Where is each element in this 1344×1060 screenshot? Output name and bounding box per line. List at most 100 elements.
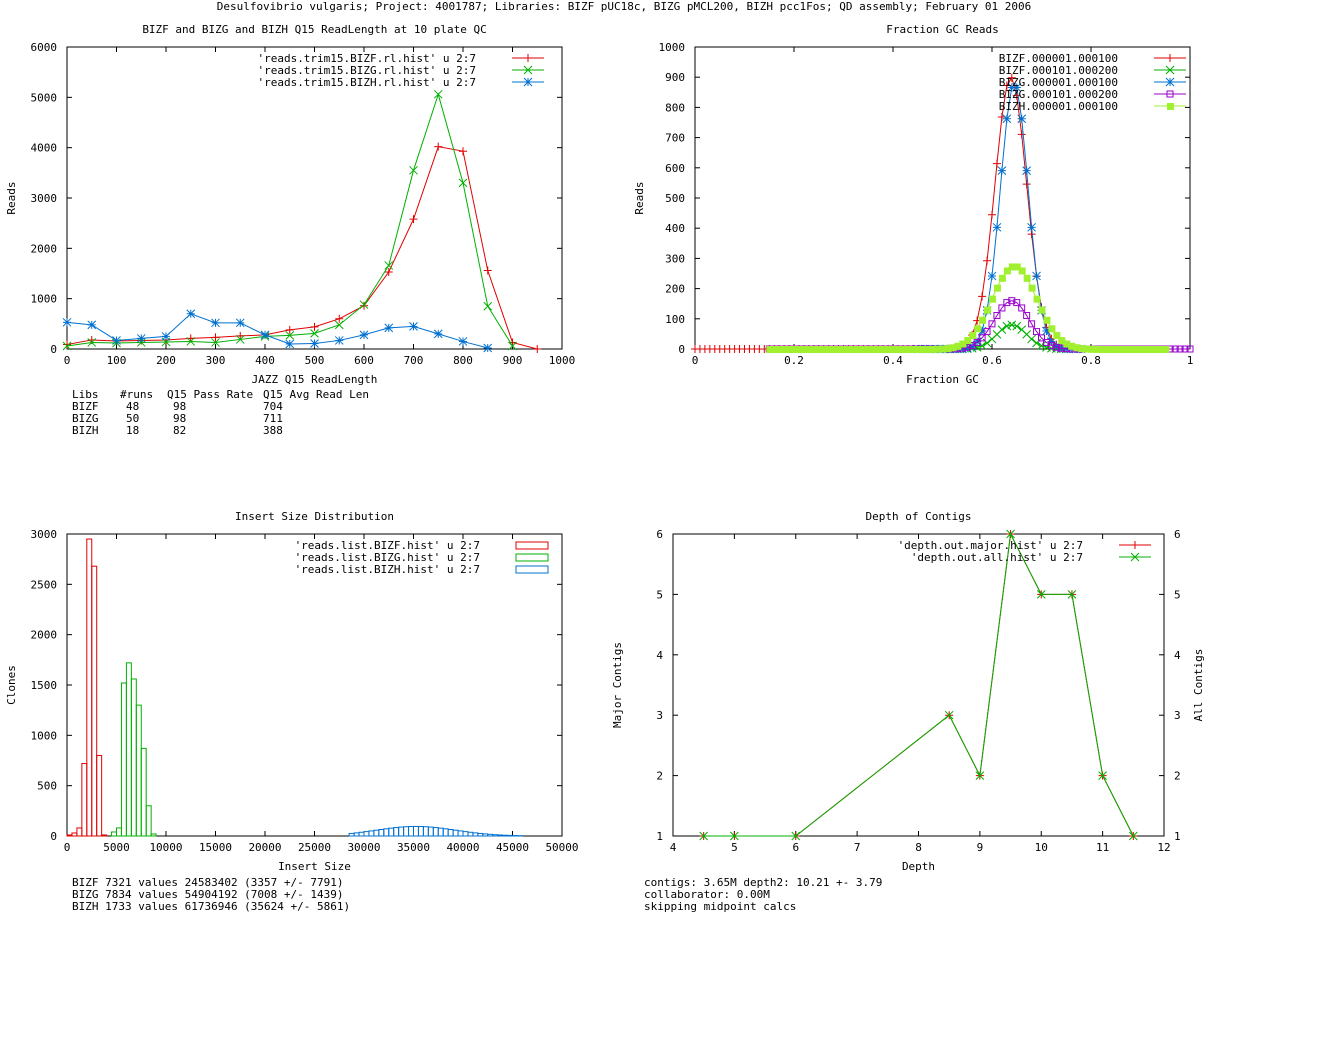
legend-label: BIZF.000101.000200 <box>999 64 1118 77</box>
data-point <box>845 346 853 353</box>
histogram-bar <box>96 754 103 837</box>
data-point <box>830 346 838 353</box>
x-tick-label: 0 <box>64 841 71 854</box>
data-point <box>1176 345 1184 353</box>
y-tick-label: 6000 <box>31 41 58 54</box>
data-point <box>459 147 467 156</box>
y-tick-label: 2500 <box>31 578 58 591</box>
y-tick-label: 1500 <box>31 679 58 692</box>
legend-marker <box>1130 552 1140 562</box>
data-point <box>1186 345 1194 353</box>
histogram-bar <box>76 827 83 837</box>
data-point <box>186 337 196 346</box>
data-point <box>112 336 121 345</box>
data-point <box>786 346 794 353</box>
data-point <box>1171 345 1179 353</box>
data-point <box>840 346 848 353</box>
y-tick-label: 3 <box>656 709 663 722</box>
data-point <box>1088 345 1095 353</box>
x-tick-label: 20000 <box>248 841 281 854</box>
histogram-bar <box>130 678 137 837</box>
data-point <box>1117 345 1125 353</box>
series-line <box>703 532 1134 837</box>
data-point <box>433 89 443 99</box>
data-point <box>972 337 982 346</box>
legend-swatch <box>515 553 549 562</box>
data-point <box>334 336 344 345</box>
x-tick-label: 0.8 <box>1081 354 1101 367</box>
stats-line: collaborator: 0.00M <box>644 888 770 901</box>
legend-swatch <box>515 565 549 574</box>
stats-header: Q15 Pass Rate <box>167 388 253 401</box>
data-point <box>458 337 468 346</box>
data-point <box>1023 312 1031 320</box>
x-tick-label: 100 <box>107 354 127 367</box>
data-point <box>1137 346 1145 353</box>
data-point <box>983 256 992 265</box>
data-point <box>815 346 823 353</box>
data-point <box>766 346 774 353</box>
data-point <box>870 346 878 353</box>
histogram-bar <box>417 826 424 837</box>
data-point <box>1067 590 1077 599</box>
x-tick-label: 50000 <box>545 841 578 854</box>
legend-label: 'reads.list.BIZH.hist' u 2:7 <box>295 563 480 576</box>
data-point <box>988 210 996 219</box>
data-point <box>1027 222 1036 232</box>
data-point <box>890 345 897 353</box>
data-point <box>934 345 942 353</box>
data-point <box>984 306 992 314</box>
series-line <box>66 313 488 349</box>
data-point <box>992 159 1001 168</box>
histogram-bar <box>492 834 499 837</box>
legend-marker <box>1165 77 1175 87</box>
legend-marker <box>1166 54 1174 62</box>
histogram-bar <box>378 828 385 837</box>
data-point <box>993 284 1001 292</box>
data-point <box>1063 340 1071 348</box>
histogram-bar <box>353 832 360 837</box>
stats-cell: 82 <box>173 424 186 437</box>
x-tick-label: 5000 <box>103 841 130 854</box>
data-point <box>359 300 369 310</box>
data-point <box>969 332 977 340</box>
x-axis-label: Fraction GC <box>906 373 979 386</box>
y-tick-label: 5 <box>656 588 663 601</box>
x-tick-label: 5 <box>731 841 738 854</box>
histogram-bar <box>150 833 157 837</box>
y-tick-label: 2 <box>656 770 663 783</box>
x-tick-label: 900 <box>503 354 523 367</box>
histogram-bar <box>393 827 400 837</box>
legend-label: 'depth.out.all.hist' u 2:7 <box>911 551 1083 564</box>
histogram-bar <box>413 825 419 837</box>
legend-marker <box>1166 90 1174 98</box>
data-point <box>359 330 369 340</box>
histogram-bar <box>457 830 464 837</box>
y2-tick-label: 1 <box>1174 830 1181 843</box>
histogram-bar <box>432 827 439 837</box>
data-point <box>433 329 443 339</box>
data-point <box>1162 346 1170 353</box>
data-point <box>998 274 1006 282</box>
y2-tick-label: 6 <box>1174 528 1181 541</box>
data-point <box>982 338 992 348</box>
data-point <box>1017 130 1026 139</box>
data-point <box>993 312 1001 320</box>
data-point <box>1012 83 1022 92</box>
histogram-bar <box>447 828 454 837</box>
data-point <box>899 345 907 353</box>
histogram-bar <box>422 826 429 837</box>
data-point <box>962 343 972 353</box>
histogram-bar <box>358 831 365 837</box>
y-tick-label: 900 <box>665 71 685 84</box>
histogram-bar <box>437 827 444 837</box>
y-tick-label: 800 <box>665 101 685 114</box>
x-tick-label: 35000 <box>397 841 430 854</box>
readlength-chart: 0 100 200 300 400 500 600 700 800 900 1000 0 1000 200… <box>5 23 575 437</box>
histogram-bar <box>91 565 98 837</box>
data-point <box>1028 320 1036 328</box>
data-point <box>1003 299 1011 307</box>
y-axis-label: Reads <box>633 181 646 214</box>
data-point <box>1038 306 1046 314</box>
